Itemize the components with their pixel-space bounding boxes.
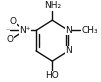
- Text: ⁻: ⁻: [6, 26, 10, 35]
- Text: O: O: [7, 35, 14, 44]
- Text: N⁺: N⁺: [19, 26, 31, 35]
- Text: NH₂: NH₂: [44, 1, 61, 10]
- Text: N: N: [65, 26, 72, 35]
- Text: O: O: [10, 17, 17, 26]
- Text: CH₃: CH₃: [82, 26, 98, 35]
- Text: HO: HO: [45, 71, 59, 80]
- Text: N: N: [65, 46, 72, 55]
